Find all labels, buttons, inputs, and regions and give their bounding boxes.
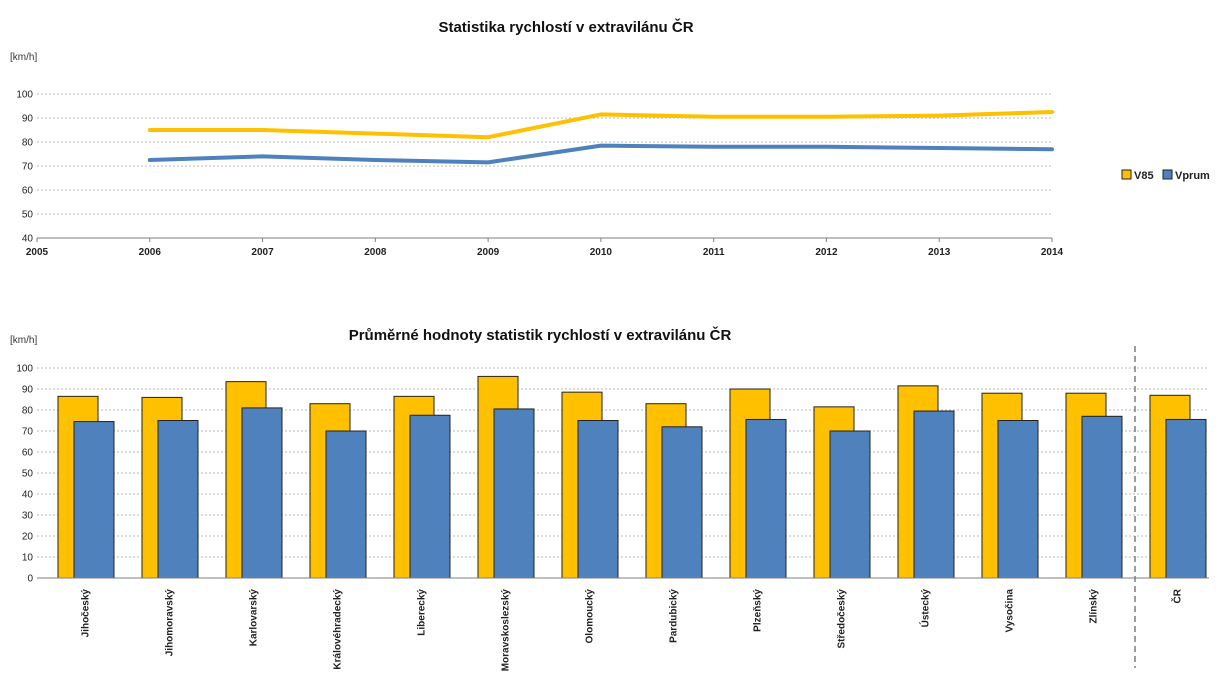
bar-vprum-stredocesky	[829, 430, 871, 579]
bar-vprum-pardubicky	[661, 426, 703, 579]
bar-chart-y-tick-label: 40	[22, 490, 34, 501]
line-chart-y-tick-label: 70	[22, 162, 34, 173]
bar-vprum-cr	[1165, 418, 1207, 579]
line-series-vprum	[147, 143, 1054, 165]
bar-vprum-jihocesky	[73, 421, 115, 579]
line-chart-x-ticks: 2005 2006 2007 2008 2009 2010 2011 2012 2013 2014	[26, 238, 1064, 258]
bar-chart-y-tick-label: 50	[22, 469, 34, 480]
bar-vprum-zlinsky	[1081, 415, 1123, 579]
line-chart-y-tick-label: 100	[16, 90, 33, 101]
legend-label-vprum: Vprum	[1175, 170, 1210, 182]
bar-chart-y-tick-label: 20	[22, 532, 34, 543]
legend-swatch-vprum	[1162, 169, 1173, 180]
bar-vprum-plzensky	[745, 418, 787, 579]
line-chart-series	[147, 110, 1054, 165]
line-chart-y-tick-label: 40	[22, 234, 34, 245]
bar-chart-y-tick-label: 90	[22, 385, 34, 396]
bar-vprum-kralovehradecky	[325, 430, 367, 579]
bar-chart-x-tick-label: Ústecký	[919, 589, 932, 628]
line-chart-x-tick-label: 2007	[251, 247, 274, 258]
line-series-v85	[147, 110, 1054, 140]
line-chart-y-tick-label: 60	[22, 186, 34, 197]
bar-vprum-olomoucky	[577, 420, 619, 579]
legend-label-v85: V85	[1134, 170, 1154, 182]
bar-chart-x-tick-label: Jihomoravský	[165, 589, 176, 657]
line-chart-y-tick-label: 50	[22, 210, 34, 221]
line-chart-title: Statistika rychlostí v extravilánu ČR	[438, 18, 693, 36]
bar-chart-y-tick-label: 30	[22, 511, 34, 522]
line-chart-x-tick-label: 2008	[364, 247, 387, 258]
bar-chart-x-tick-label: Vysočina	[1005, 589, 1016, 633]
legend-swatch-v85	[1121, 169, 1132, 180]
line-chart-y-tick-label: 90	[22, 114, 34, 125]
bar-chart-x-tick-label: Olomoucký	[585, 589, 596, 644]
bar-vprum-vysocina	[997, 420, 1039, 579]
line-chart-x-tick-label: 2005	[26, 247, 49, 258]
bar-chart-x-tick-label: Pardubický	[669, 589, 680, 643]
bar-chart-x-tick-label: Moravskoslezský	[501, 589, 512, 672]
bar-vprum-moravskoslezsky	[493, 408, 535, 579]
legend: V85 Vprum	[1121, 169, 1210, 182]
line-chart-x-tick-label: 2012	[815, 247, 838, 258]
bar-chart-x-tick-label: Středočeský	[837, 589, 848, 649]
line-chart-x-tick-label: 2006	[139, 247, 162, 258]
line-chart-x-tick-label: 2013	[928, 247, 951, 258]
bar-chart-x-tick-label: Královéhradecký	[333, 589, 344, 670]
bar-vprum-liberecky	[409, 414, 451, 579]
bar-chart-bars	[57, 375, 1207, 579]
bar-chart-x-tick-label: Liberecký	[417, 589, 428, 636]
line-chart-y-tick-label: 80	[22, 138, 34, 149]
bar-chart-y-tick-label: 10	[22, 553, 34, 564]
bar-chart-y-unit: [km/h]	[10, 335, 37, 346]
bar-chart-y-tick-label: 0	[27, 574, 33, 585]
bar-chart-x-tick-label: Zlínský	[1089, 589, 1100, 624]
bar-chart-y-ticks: 0 10 20 30 40 50 60 70 80 90 100	[16, 364, 33, 585]
bar-chart-y-tick-label: 60	[22, 448, 34, 459]
line-chart-x-tick-label: 2010	[590, 247, 613, 258]
line-chart-x-tick-label: 2014	[1041, 247, 1064, 258]
bar-chart-y-tick-label: 70	[22, 427, 34, 438]
bar-vprum-jihomoravsky	[157, 420, 199, 579]
line-chart: Statistika rychlostí v extravilánu ČR [k…	[10, 18, 1064, 258]
bar-chart-x-tick-label: ČR	[1171, 588, 1184, 603]
line-chart-x-tick-label: 2009	[477, 247, 500, 258]
bar-chart-y-tick-label: 80	[22, 406, 34, 417]
bar-chart-title: Průměrné hodnoty statistik rychlostí v e…	[349, 326, 732, 344]
line-chart-y-unit: [km/h]	[10, 52, 37, 63]
bar-chart: Průměrné hodnoty statistik rychlostí v e…	[10, 326, 1209, 671]
bar-vprum-ustecky	[913, 410, 955, 579]
bar-vprum-karlovarsky	[241, 407, 283, 579]
bar-chart-x-ticks: Jihočeský Jihomoravský Karlovarský Královéh…	[81, 588, 1184, 671]
bar-chart-x-tick-label: Jihočeský	[81, 589, 92, 638]
bar-chart-x-tick-label: Karlovarský	[249, 589, 260, 647]
bar-chart-y-tick-label: 100	[16, 364, 33, 375]
line-chart-y-ticks: 40 50 60 70 80 90 100	[16, 90, 33, 245]
line-chart-x-tick-label: 2011	[703, 247, 725, 258]
bar-chart-x-tick-label: Plzeňský	[753, 589, 764, 632]
